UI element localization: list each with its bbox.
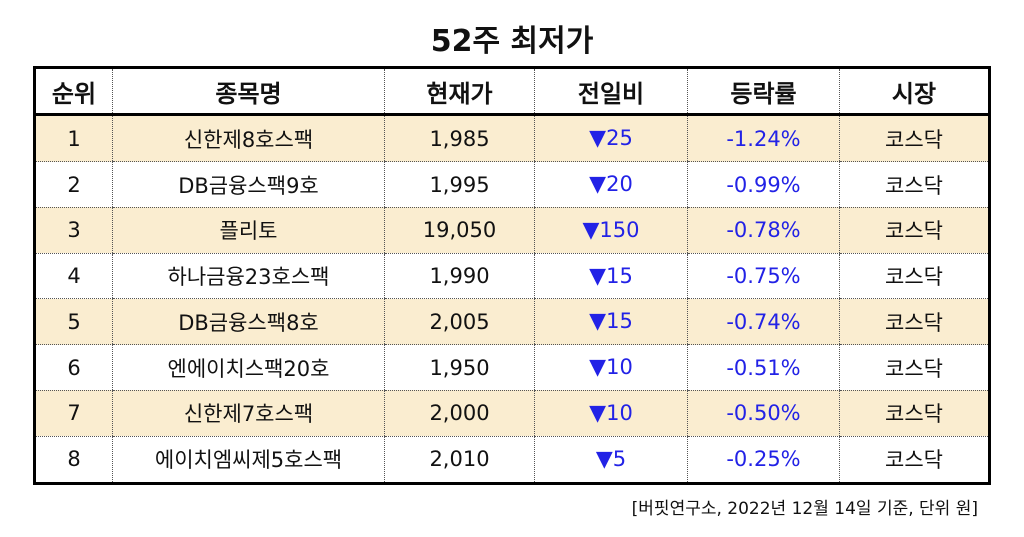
rate-cell: -0.74% (687, 298, 840, 346)
change-value: 20 (606, 172, 633, 197)
rank-cell: 4 (34, 253, 113, 300)
table-row: 7 신한제7호스팩 2,000 ▼10 -0.50% 코스닥 (34, 390, 990, 437)
column-header-change: 전일비 (534, 67, 688, 116)
rank-cell: 3 (34, 207, 113, 254)
change-cell: ▼15 (534, 298, 688, 346)
rate-cell: -0.75% (687, 253, 840, 300)
down-triangle-icon: ▼ (589, 400, 607, 426)
rate-cell: -0.50% (687, 390, 840, 437)
market-cell: 코스닥 (839, 390, 990, 437)
change-value: 150 (599, 217, 640, 242)
down-triangle-icon: ▼ (582, 217, 600, 243)
market-cell: 코스닥 (839, 114, 990, 163)
change-cell: ▼10 (534, 390, 688, 437)
name-cell: DB금융스팩9호 (112, 161, 385, 208)
rank-cell: 5 (34, 298, 113, 346)
market-cell: 코스닥 (839, 436, 990, 484)
change-value: 5 (612, 446, 627, 471)
down-triangle-icon: ▼ (589, 126, 607, 152)
name-cell: 플리토 (112, 207, 385, 254)
change-value: 10 (606, 355, 633, 380)
price-cell: 19,050 (384, 207, 535, 254)
rank-cell: 2 (34, 161, 113, 208)
change-cell: ▼15 (534, 253, 688, 300)
market-cell: 코스닥 (839, 161, 990, 208)
table-row: 3 플리토 19,050 ▼150 -0.78% 코스닥 (34, 207, 990, 254)
column-header-rate: 등락률 (687, 67, 840, 116)
header-row: 순위 종목명 현재가 전일비 등락률 시장 (34, 67, 990, 116)
table-row: 1 신한제8호스팩 1,985 ▼25 -1.24% 코스닥 (34, 114, 990, 163)
down-triangle-icon: ▼ (589, 263, 607, 289)
change-value: 15 (606, 263, 633, 288)
rate-cell: -0.99% (687, 161, 840, 208)
table-row: 4 하나금융23호스팩 1,990 ▼15 -0.75% 코스닥 (34, 253, 990, 300)
column-header-name: 종목명 (112, 67, 385, 116)
down-triangle-icon: ▼ (595, 446, 613, 472)
market-cell: 코스닥 (839, 253, 990, 300)
change-value: 10 (606, 400, 633, 425)
down-triangle-icon: ▼ (589, 355, 607, 381)
name-cell: DB금융스팩8호 (112, 298, 385, 346)
rate-cell: -0.51% (687, 344, 840, 391)
change-cell: ▼5 (534, 436, 688, 484)
table-row: 8 에이치엠씨제5호스팩 2,010 ▼5 -0.25% 코스닥 (35, 436, 990, 484)
rank-cell: 8 (67, 447, 81, 472)
name-cell: 엔에이치스팩20호 (112, 344, 385, 391)
source-footnote: [버핏연구소, 2022년 12월 14일 기준, 단위 원] (631, 499, 978, 519)
price-cell: 1,985 (384, 114, 535, 163)
market-cell: 코스닥 (839, 298, 990, 346)
change-value: 25 (606, 126, 633, 151)
stock-table: 순위 종목명 현재가 전일비 등락률 시장 1 신한제8호스팩 1,985 ▼2… (33, 66, 991, 485)
rank-cell: 7 (34, 390, 113, 437)
table-row: 5 DB금융스팩8호 2,005 ▼15 -0.74% 코스닥 (34, 298, 990, 346)
rate-cell: -1.24% (687, 114, 840, 163)
name-cell: 하나금융23호스팩 (112, 253, 385, 300)
down-triangle-icon: ▼ (589, 172, 607, 198)
down-triangle-icon: ▼ (589, 309, 607, 335)
price-cell: 1,990 (384, 253, 535, 300)
rate-cell: -0.78% (687, 207, 840, 254)
change-value: 15 (606, 309, 633, 334)
column-header-price: 현재가 (384, 67, 535, 116)
change-cell: ▼20 (534, 161, 688, 208)
name-cell: 신한제7호스팩 (112, 390, 385, 437)
rank-cell: 6 (34, 344, 113, 391)
price-cell: 1,995 (384, 161, 535, 208)
change-cell: ▼25 (534, 114, 688, 163)
price-cell: 2,005 (384, 298, 535, 346)
price-cell: 2,000 (384, 390, 535, 437)
price-cell: 2,010 (384, 436, 535, 484)
change-cell: ▼10 (534, 344, 688, 391)
column-header-market: 시장 (839, 67, 990, 116)
column-header-rank: 순위 (34, 67, 113, 116)
table-row: 2 DB금융스팩9호 1,995 ▼20 -0.99% 코스닥 (34, 161, 990, 208)
table-title: 52주 최저가 (430, 24, 594, 59)
rank-cell: 1 (34, 114, 113, 163)
market-cell: 코스닥 (839, 207, 990, 254)
name-cell: 에이치엠씨제5호스팩 (112, 436, 385, 484)
table-row: 6 엔에이치스팩20호 1,950 ▼10 -0.51% 코스닥 (34, 344, 990, 391)
name-cell: 신한제8호스팩 (112, 114, 385, 163)
price-cell: 1,950 (384, 344, 535, 391)
market-cell: 코스닥 (839, 344, 990, 391)
rate-cell: -0.25% (687, 436, 840, 484)
change-cell: ▼150 (534, 207, 688, 254)
